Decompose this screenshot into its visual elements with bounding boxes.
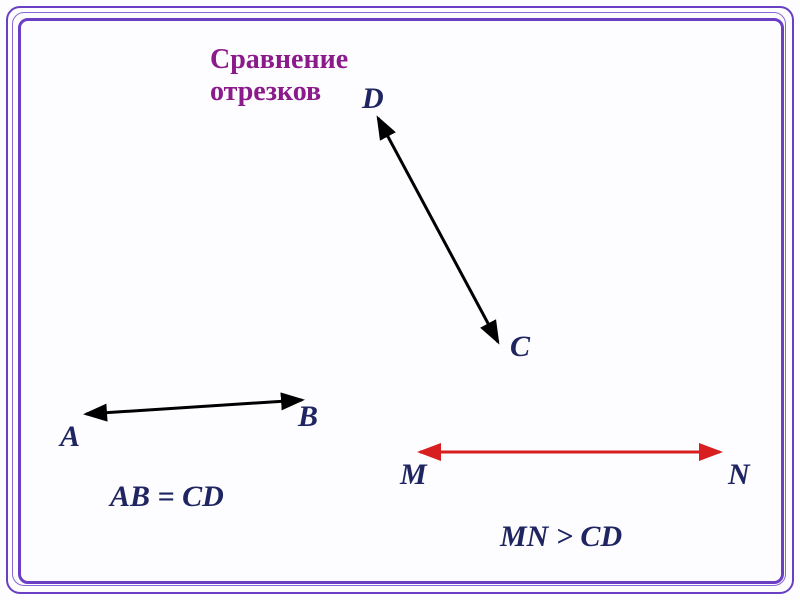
equation-mn-gt-cd: MN > CD [500,520,622,554]
point-label-d: D [362,82,384,116]
title-line-2: отрезков [210,76,348,108]
title-line-1: Сравнение [210,44,348,76]
equation-ab-eq-cd: АВ = СD [110,480,224,514]
diagram-title: Сравнение отрезков [210,44,348,108]
point-label-m: M [400,458,427,492]
point-label-b: B [298,400,318,434]
point-label-c: C [510,330,530,364]
point-label-n: N [728,458,750,492]
point-label-a: A [60,420,80,454]
